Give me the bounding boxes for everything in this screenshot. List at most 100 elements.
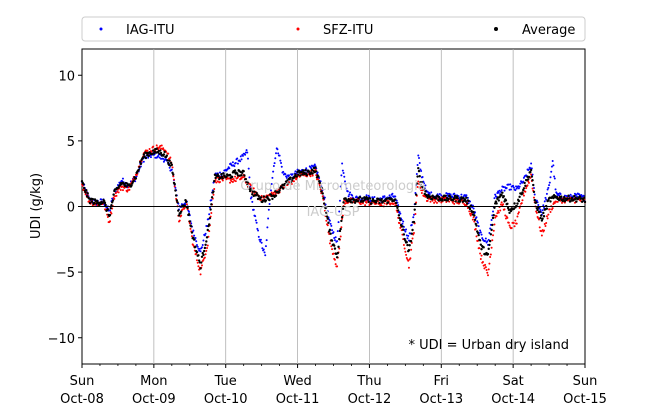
average-point xyxy=(250,188,253,191)
average-point xyxy=(203,246,207,250)
average-point xyxy=(304,168,307,172)
average-point xyxy=(502,195,505,198)
average-point xyxy=(394,198,397,201)
iag-itu-point xyxy=(234,162,237,164)
average-point xyxy=(397,214,401,217)
sfz-itu-point xyxy=(484,263,487,266)
iag-itu-point xyxy=(559,192,562,195)
average-point xyxy=(325,211,328,214)
iag-itu-point xyxy=(430,191,433,194)
average-point xyxy=(112,193,115,196)
average-point xyxy=(325,215,329,218)
sfz-itu-point xyxy=(517,212,520,215)
average-point xyxy=(417,166,420,170)
sfz-itu-point xyxy=(405,256,408,259)
sfz-itu-point xyxy=(109,220,112,223)
average-point xyxy=(399,218,402,222)
iag-itu-point xyxy=(545,192,548,195)
average-point xyxy=(221,177,225,180)
average-point xyxy=(478,239,482,242)
iag-itu-point xyxy=(194,237,197,240)
average-point xyxy=(562,195,566,199)
iag-itu-point xyxy=(337,221,340,224)
iag-itu-point xyxy=(475,216,478,219)
x-tick-day: Sun xyxy=(70,374,95,389)
average-point xyxy=(465,202,469,205)
iag-itu-point xyxy=(402,220,405,223)
average-point xyxy=(463,198,467,201)
iag-itu-point xyxy=(546,188,549,191)
average-point xyxy=(380,197,383,201)
sfz-itu-point xyxy=(549,210,552,213)
sfz-itu-point xyxy=(110,212,113,215)
x-tick-day: Tue xyxy=(214,374,237,389)
sfz-itu-point xyxy=(543,222,546,225)
average-point xyxy=(487,247,490,251)
x-tick-date: Oct-09 xyxy=(132,392,176,407)
sfz-itu-point xyxy=(420,191,423,194)
average-point xyxy=(575,200,578,203)
iag-itu-point xyxy=(569,193,572,196)
sfz-itu-point xyxy=(547,213,550,216)
average-point xyxy=(396,206,399,210)
average-point xyxy=(560,195,563,198)
sfz-itu-point xyxy=(389,202,392,205)
average-point xyxy=(402,233,406,236)
sfz-itu-point xyxy=(114,192,117,195)
sfz-itu-point xyxy=(433,201,436,204)
iag-itu-point xyxy=(552,164,555,167)
average-point xyxy=(80,179,84,183)
iag-itu-point xyxy=(326,210,329,213)
average-point xyxy=(417,169,421,173)
average-point xyxy=(274,194,278,197)
sfz-itu-point xyxy=(178,219,181,222)
average-point xyxy=(500,194,503,197)
iag-itu-point xyxy=(266,226,269,229)
sfz-itu-point xyxy=(215,181,218,184)
average-point xyxy=(336,251,340,255)
sfz-itu-point xyxy=(416,186,419,189)
sfz-itu-point xyxy=(190,235,193,238)
sfz-itu-point xyxy=(491,239,494,242)
average-point xyxy=(205,240,208,243)
average-point xyxy=(86,192,89,195)
iag-itu-point xyxy=(257,229,260,232)
sfz-itu-point xyxy=(407,259,410,262)
iag-itu-point xyxy=(476,221,479,224)
average-point xyxy=(521,191,524,194)
average-point xyxy=(416,175,419,178)
legend-marker-iag xyxy=(99,27,103,31)
sfz-itu-point xyxy=(197,265,200,268)
iag-itu-point xyxy=(548,184,551,187)
iag-itu-point xyxy=(345,187,348,190)
iag-itu-point xyxy=(418,157,421,160)
sfz-itu-point xyxy=(334,263,337,266)
average-point xyxy=(314,166,317,169)
sfz-itu-point xyxy=(185,203,188,206)
iag-itu-point xyxy=(158,156,161,159)
iag-itu-point xyxy=(548,181,551,184)
iag-itu-point xyxy=(553,177,556,180)
average-point xyxy=(333,247,337,250)
average-point xyxy=(282,187,285,190)
iag-itu-point xyxy=(282,170,285,173)
iag-itu-point xyxy=(328,219,331,222)
iag-itu-point xyxy=(347,195,350,198)
iag-itu-point xyxy=(398,210,401,213)
iag-itu-point xyxy=(399,212,402,215)
iag-itu-point xyxy=(277,152,280,155)
average-point xyxy=(264,199,268,202)
iag-itu-point xyxy=(533,193,536,196)
sfz-itu-point xyxy=(420,189,423,192)
iag-itu-point xyxy=(244,151,247,154)
iag-itu-point xyxy=(492,210,495,213)
x-tick-date: Oct-12 xyxy=(348,392,392,407)
sfz-itu-point xyxy=(545,215,548,218)
legend: IAG-ITU SFZ-ITU Average xyxy=(81,16,586,42)
sfz-itu-point xyxy=(203,256,206,259)
x-tick-day: Wed xyxy=(283,374,311,389)
iag-itu-point xyxy=(196,245,199,248)
average-point xyxy=(217,174,220,178)
sfz-itu-point xyxy=(404,250,407,253)
sfz-itu-point xyxy=(201,264,203,267)
